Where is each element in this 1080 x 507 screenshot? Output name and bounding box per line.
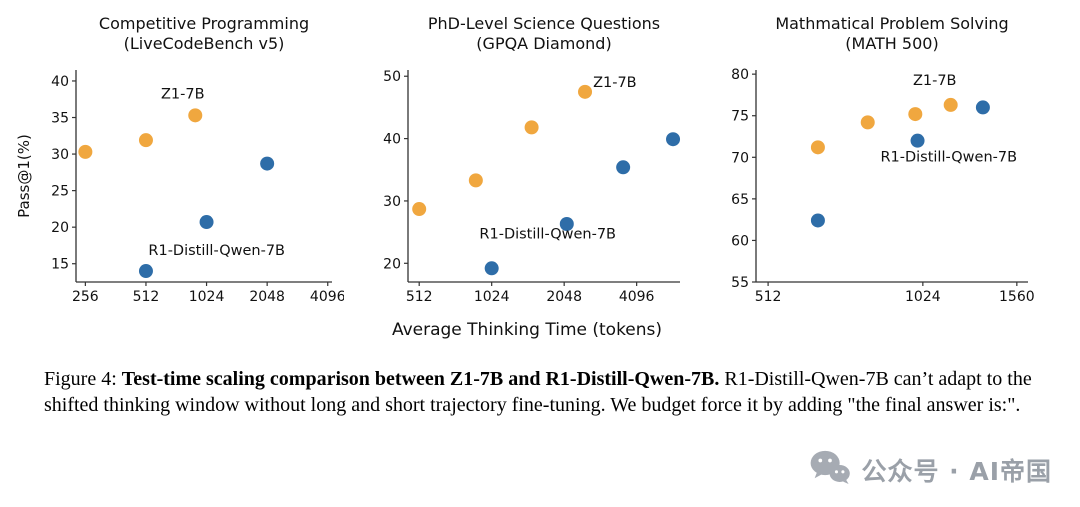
svg-text:4096: 4096 (619, 289, 655, 305)
svg-text:Z1-7B: Z1-7B (593, 75, 637, 91)
svg-text:55: 55 (731, 275, 749, 291)
scatter-plot-livecodebench: Competitive Programming(LiveCodeBench v5… (15, 14, 346, 305)
svg-text:256: 256 (72, 289, 99, 305)
svg-text:70: 70 (731, 150, 749, 166)
svg-text:Competitive Programming: Competitive Programming (99, 14, 309, 33)
svg-text:80: 80 (731, 67, 749, 83)
svg-text:60: 60 (731, 233, 749, 249)
svg-text:40: 40 (383, 132, 401, 148)
svg-text:2048: 2048 (249, 289, 285, 305)
svg-text:PhD-Level Science Questions: PhD-Level Science Questions (428, 14, 660, 33)
charts-row: Competitive Programming (LiveCodeBench v5… (14, 8, 1040, 324)
svg-text:1024: 1024 (905, 289, 941, 305)
caption-figure-label: Figure 4: (44, 368, 117, 390)
svg-text:75: 75 (731, 109, 749, 125)
svg-text:30: 30 (383, 194, 401, 210)
watermark-text: 公众号 · AI帝国 (861, 457, 1052, 486)
svg-text:(MATH 500): (MATH 500) (845, 34, 938, 53)
svg-text:1024: 1024 (189, 289, 225, 305)
caption-body-text: R1-Distill-Qwen-7B can’t adapt to the sh… (44, 368, 1032, 417)
svg-text:R1-Distill-Qwen-7B: R1-Distill-Qwen-7B (479, 226, 616, 242)
svg-text:35: 35 (51, 111, 69, 127)
svg-text:25: 25 (51, 184, 69, 200)
shared-x-axis-label: Average Thinking Time (tokens) (391, 320, 663, 340)
svg-text:512: 512 (133, 289, 160, 305)
svg-text:Pass@1(%): Pass@1(%) (15, 134, 33, 218)
caption-bold-title: Test-time scaling comparison between Z1-… (121, 368, 720, 390)
wechat-icon (809, 449, 851, 491)
svg-text:20: 20 (51, 220, 69, 236)
svg-text:Z1-7B: Z1-7B (161, 87, 205, 103)
svg-text:R1-Distill-Qwen-7B: R1-Distill-Qwen-7B (880, 149, 1017, 165)
svg-text:(LiveCodeBench v5): (LiveCodeBench v5) (124, 34, 285, 53)
figure-caption: Figure 4: Test-time scaling comparison b… (44, 366, 1040, 419)
svg-text:Mathmatical Problem Solving: Mathmatical Problem Solving (775, 14, 1008, 33)
chart-livecodebench-wrap: Competitive Programming (LiveCodeBench v5… (14, 8, 346, 324)
watermark: 公众号 · AI帝国 (809, 449, 1052, 491)
scatter-plot-gpqa: PhD-Level Science Questions(GPQA Diamond… (383, 14, 681, 305)
svg-text:4096: 4096 (310, 289, 344, 305)
scatter-plot-math500: Mathmatical Problem Solving(MATH 500) 512… (731, 14, 1035, 305)
svg-text:512: 512 (755, 289, 782, 305)
svg-text:1560: 1560 (999, 289, 1035, 305)
svg-text:(GPQA Diamond): (GPQA Diamond) (476, 34, 611, 53)
svg-text:1024: 1024 (474, 289, 510, 305)
svg-text:R1-Distill-Qwen-7B: R1-Distill-Qwen-7B (148, 243, 285, 259)
svg-text:512: 512 (406, 289, 433, 305)
svg-text:20: 20 (383, 256, 401, 272)
svg-text:2048: 2048 (546, 289, 582, 305)
chart-math500-wrap: Mathmatical Problem Solving (MATH 500) 512… (710, 8, 1040, 324)
svg-text:50: 50 (383, 69, 401, 85)
svg-text:15: 15 (51, 257, 69, 273)
chart-gpqa-wrap: PhD-Level Science Questions (GPQA Diamond… (362, 8, 692, 324)
svg-text:30: 30 (51, 147, 69, 163)
svg-text:40: 40 (51, 74, 69, 90)
svg-text:Z1-7B: Z1-7B (913, 73, 957, 89)
svg-text:65: 65 (731, 192, 749, 208)
